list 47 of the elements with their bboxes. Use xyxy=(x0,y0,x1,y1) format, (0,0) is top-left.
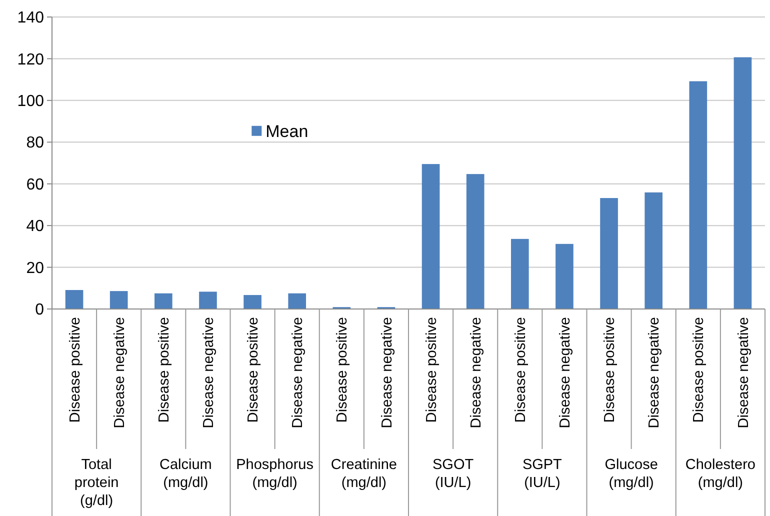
y-tick-label: 40 xyxy=(26,218,44,236)
bar xyxy=(689,81,708,309)
bar xyxy=(422,164,440,309)
text: Calcium (mg/dl) xyxy=(160,457,212,491)
bar xyxy=(644,192,663,309)
bar xyxy=(466,174,484,309)
text: SGPT (IU/L) xyxy=(522,457,562,491)
y-tick-label: 100 xyxy=(17,93,44,110)
x-tick-label: Disease negative xyxy=(736,317,752,428)
x-tick-label: Disease positive xyxy=(334,317,351,423)
x-tick-label: Disease positive xyxy=(246,317,262,423)
x-tick-label: Disease negative xyxy=(646,317,663,428)
bar xyxy=(600,198,618,309)
bar xyxy=(734,57,752,309)
x-tick-label: Disease negative xyxy=(379,317,396,428)
y-tick-label: 80 xyxy=(26,134,44,152)
x-tick-label: Disease negative xyxy=(201,317,218,428)
x-tick-label: Disease positive xyxy=(424,317,440,423)
x-tick-label: Disease positive xyxy=(691,317,708,423)
x-tick-label: Disease positive xyxy=(512,317,529,423)
x-tick-label: Disease positive xyxy=(602,317,618,423)
bar xyxy=(510,238,529,309)
x-tick-label: Disease positive xyxy=(156,317,172,423)
bar xyxy=(556,244,574,309)
y-tick-label: 0 xyxy=(35,302,44,319)
bar xyxy=(110,291,128,309)
x-tick-label: Disease negative xyxy=(558,317,574,428)
y-tick-label: 140 xyxy=(17,10,44,27)
bar xyxy=(244,295,262,309)
y-tick-label: 120 xyxy=(17,51,44,68)
bar xyxy=(65,290,84,309)
text: Creatinine (mg/dl) xyxy=(330,457,397,491)
legend-label: Mean xyxy=(266,122,308,141)
y-tick-label: 20 xyxy=(26,260,44,277)
y-tick-label: 60 xyxy=(26,176,44,194)
x-tick-label: Disease negative xyxy=(290,317,306,428)
bar xyxy=(199,292,217,309)
x-tick-label: Disease positive xyxy=(67,317,84,423)
bar xyxy=(288,293,306,309)
bar xyxy=(154,293,172,309)
text: Cholestero (mg/dl) xyxy=(685,457,756,491)
x-tick-label: Disease negative xyxy=(112,317,128,428)
text: Glucose (mg/dl) xyxy=(604,457,658,491)
x-tick-label: Disease negative xyxy=(468,317,484,428)
text: Total protein (g/dl) xyxy=(74,457,119,509)
text: Phosphorus (mg/dl) xyxy=(236,457,314,491)
text: SGOT (IU/L) xyxy=(432,457,474,491)
